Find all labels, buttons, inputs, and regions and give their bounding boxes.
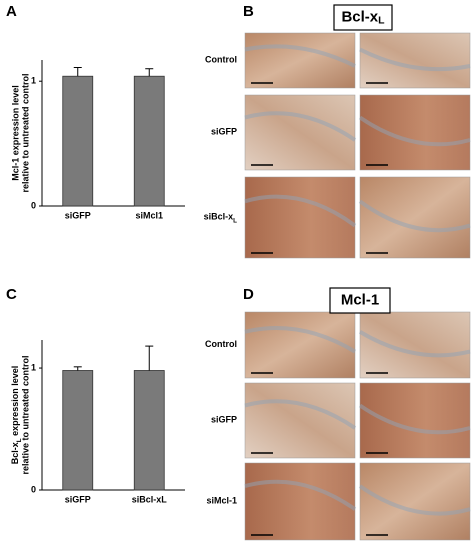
text-part: siGFP [211,415,237,425]
x-tick-label: siGFP [65,494,91,504]
text-part: Mcl-1 [341,291,379,308]
subscript: L [16,438,23,442]
x-tick-label: siMcl1 [135,210,163,220]
y-tick-label: 0 [31,200,36,210]
x-tick-label: siGFP [65,210,91,220]
micrograph [244,311,356,379]
panel-label: D [243,286,254,303]
stroma [244,399,357,430]
stroma [358,484,471,516]
micrograph [244,382,356,459]
text-part: Bcl-x [10,442,20,464]
y-tick-label: 1 [31,362,36,372]
micrograph [359,311,471,379]
text-part: siMcl-1 [206,496,237,506]
x-tick-label: siBcl-xL [132,494,168,504]
stroma [358,403,471,435]
stroma [358,199,471,233]
stroma [358,115,471,147]
stroma [244,194,357,228]
bar [133,75,165,207]
panel-title: Mcl-1 [341,291,379,308]
micrograph [359,382,471,459]
text-part: siGFP [211,127,237,137]
row-label: Control [205,55,237,65]
stroma [358,330,471,358]
row-label: siGFP [211,127,237,137]
bar [133,370,165,491]
micrograph [359,94,471,171]
row-label: siMcl-1 [206,496,237,506]
y-tick-label: 1 [31,76,36,86]
text-part: siBcl-x [204,212,234,222]
stroma [359,47,471,72]
micrograph [244,462,356,541]
row-label: Control [205,339,237,349]
subscript: L [378,14,385,26]
micrograph [244,176,356,259]
text-part: expression level [10,366,20,439]
stroma [244,479,357,511]
y-axis-label: relative to untreated control [20,355,30,474]
stroma [244,44,356,68]
title-box [329,287,391,314]
stroma [244,326,357,354]
y-tick-label: 0 [31,484,36,494]
micrograph [244,94,356,171]
panel-label: C [6,286,17,303]
stroma [244,111,357,142]
y-axis-label: relative to untreated control [20,73,30,192]
micrograph [359,462,471,541]
y-axis-label: Bcl-xL expression level [10,366,22,464]
row-label: siBcl-xL [204,212,238,224]
text-part: Control [205,339,237,349]
row-label: siGFP [211,415,237,425]
title-box [333,4,393,31]
text-part: Control [205,55,237,65]
text-part: Bcl-x [341,8,378,25]
panel-title: Bcl-xL [341,8,385,26]
micrograph [359,32,471,89]
y-axis-label: Mcl-1 expression level [10,85,20,181]
micrograph [244,32,356,89]
micrograph [359,176,471,259]
panel-label: B [243,3,254,20]
bar [62,370,94,491]
bar [62,75,94,207]
panel-label: A [6,3,17,20]
subscript: L [233,217,237,224]
